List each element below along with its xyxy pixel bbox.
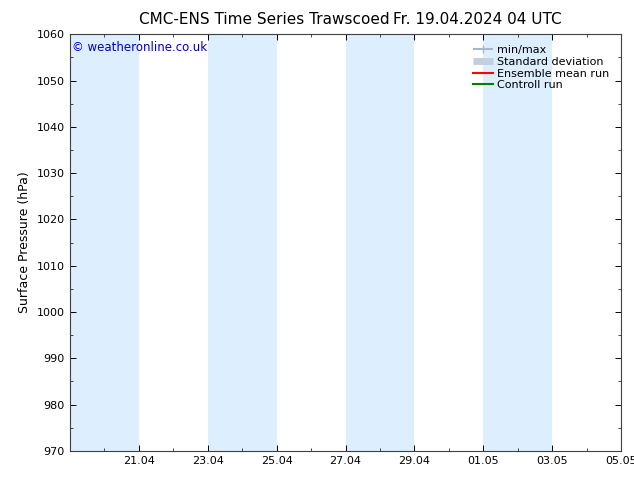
Text: © weatheronline.co.uk: © weatheronline.co.uk xyxy=(72,41,207,53)
Y-axis label: Surface Pressure (hPa): Surface Pressure (hPa) xyxy=(18,172,31,314)
Legend: min/max, Standard deviation, Ensemble mean run, Controll run: min/max, Standard deviation, Ensemble me… xyxy=(470,42,613,94)
Bar xyxy=(70,34,139,451)
Bar xyxy=(483,34,552,451)
Text: Fr. 19.04.2024 04 UTC: Fr. 19.04.2024 04 UTC xyxy=(393,12,562,27)
Text: CMC-ENS Time Series Trawscoed: CMC-ENS Time Series Trawscoed xyxy=(139,12,390,27)
Bar xyxy=(207,34,276,451)
Bar xyxy=(346,34,415,451)
